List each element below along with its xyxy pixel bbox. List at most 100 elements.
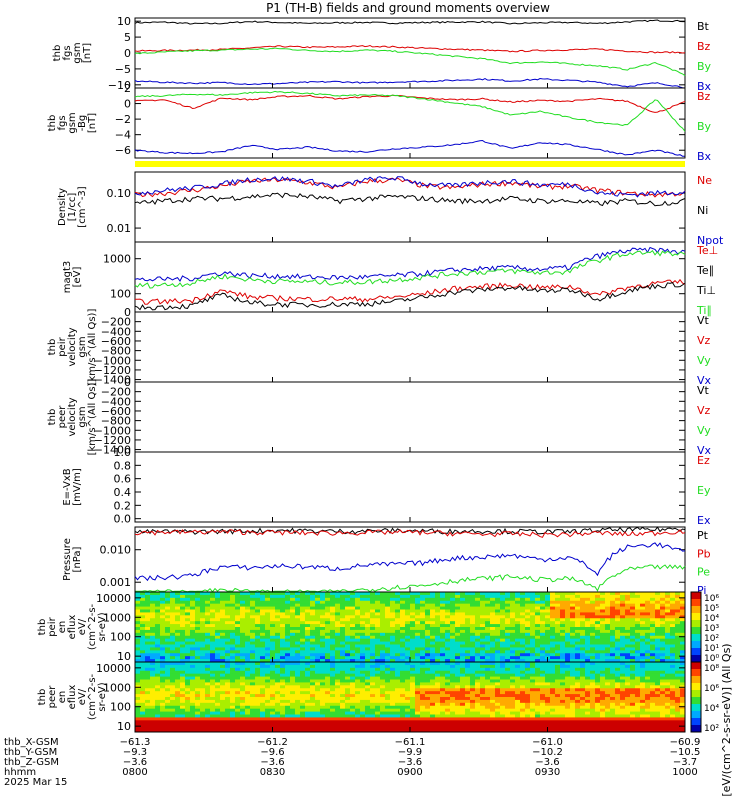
y-tick-label: 0.2 — [114, 499, 132, 512]
legend-fgs_gsm-Bz: Bz — [697, 40, 711, 53]
y-tick-label: 0.6 — [114, 473, 132, 486]
series-pressure-Pi — [135, 543, 685, 580]
y-tick-label: 10 — [117, 720, 131, 733]
panel-frame — [135, 312, 685, 382]
y-tick-label: 5 — [124, 31, 131, 44]
legend-fgs_gsm-By: By — [697, 60, 712, 73]
colorbar-tick-label: 10⁴ — [704, 704, 719, 714]
series-moments-Ti∥ — [135, 251, 685, 288]
chart-title: P1 (TH-B) fields and ground moments over… — [266, 1, 550, 15]
legend-density-Ni: Ni — [697, 204, 708, 217]
y-tick-label: 2 — [124, 82, 131, 95]
colorbar-tick-label: 10⁵ — [704, 604, 719, 614]
legend-pressure-Pt: Pt — [697, 529, 709, 542]
y-axis-label: [nT] — [87, 113, 98, 133]
y-tick-label: 0.010 — [100, 544, 132, 557]
series-fgs_gsm_zoom-Bz — [135, 95, 685, 112]
colorbar-tick-label: 10⁶ — [704, 684, 719, 694]
legend-peer_velocity-Vy: Vy — [697, 424, 711, 437]
y-axis-label: [km/s^(All Qs)] — [87, 379, 98, 456]
legend-moments-Ti⊥: Ti⊥ — [696, 284, 716, 297]
panel-frame — [135, 452, 685, 522]
y-tick-label: 10000 — [96, 662, 131, 675]
y-tick-label: −2 — [115, 113, 131, 126]
legend-pressure-Pb: Pb — [697, 547, 711, 560]
y-axis-label: [km/s^(All Qs)] — [87, 309, 98, 386]
y-tick-label: 0 — [124, 47, 131, 60]
legend-peer_velocity-Vt: Vt — [697, 384, 710, 397]
y-tick-label: 0.0 — [114, 513, 132, 526]
y-tick-label: 1000 — [103, 253, 131, 266]
panel-frame — [135, 382, 685, 452]
y-axis-label: [cm^-3] — [77, 186, 88, 227]
y-axis-label: sr-eV) — [97, 682, 108, 711]
legend-efield-Ey: Ey — [697, 484, 711, 497]
x-tick-label: 0800 — [122, 767, 147, 778]
legend-fgs_gsm_zoom-By: By — [697, 120, 712, 133]
x-tick-label: 0830 — [260, 767, 285, 778]
y-axis-label: [nPa] — [72, 546, 83, 572]
y-tick-label: 0.001 — [100, 576, 132, 589]
y-tick-label: −4 — [115, 129, 131, 142]
y-axis-label: [nT] — [82, 43, 93, 63]
legend-pressure-Pe: Pe — [697, 566, 710, 579]
y-tick-label: −5 — [115, 63, 131, 76]
y-tick-label: 100 — [110, 631, 131, 644]
legend-fgs_gsm-Bt: Bt — [697, 20, 710, 33]
colorbar-tick-label: 10¹ — [704, 644, 719, 654]
legend-peir_velocity-Vt: Vt — [697, 314, 710, 327]
y-tick-label: 100 — [110, 288, 131, 301]
legend-efield-Ex: Ex — [697, 514, 711, 527]
x-tick-label: 1000 — [672, 767, 697, 778]
legend-peir_velocity-Vz: Vz — [697, 334, 711, 347]
colorbar-tick-label: 10⁶ — [704, 594, 719, 604]
colorbar-tick-label: 10² — [704, 724, 719, 734]
legend-density-Ne: Ne — [697, 174, 712, 187]
y-axis-label: [mV/m] — [72, 468, 83, 506]
y-tick-label: 10 — [117, 15, 131, 28]
y-tick-label: 0.8 — [114, 459, 132, 472]
series-density-Npot — [135, 177, 685, 197]
legend-peir_velocity-Vy: Vy — [697, 354, 711, 367]
legend-fgs_gsm_zoom-Bz: Bz — [697, 90, 711, 103]
colorbar-tick-label: 10³ — [704, 624, 719, 634]
quality-flag-bar — [135, 161, 685, 167]
colorbar-tick-label: 10⁴ — [704, 614, 719, 624]
y-axis-label: [eV] — [72, 267, 83, 288]
x-tick-label: 0930 — [535, 767, 560, 778]
y-tick-label: −6 — [115, 144, 131, 157]
legend-efield-Ez: Ez — [697, 454, 710, 467]
colorbar-tick-label: 10⁸ — [704, 664, 719, 674]
y-tick-label: 0.4 — [114, 486, 132, 499]
series-density-Ni — [135, 193, 685, 206]
panel-frame — [135, 18, 685, 88]
y-tick-label: 100 — [110, 701, 131, 714]
legend-moments-Te∥: Te∥ — [696, 264, 714, 277]
date-label: 2025 Mar 15 — [4, 777, 67, 788]
x-tick-label: 0900 — [397, 767, 422, 778]
colorbar-tick-label: 10⁰ — [704, 654, 719, 664]
legend-moments-Te⊥: Te⊥ — [696, 244, 718, 257]
panel-frame — [135, 527, 685, 592]
colorbar-tick-label: 10² — [704, 634, 719, 644]
y-tick-label: 0.01 — [107, 222, 132, 235]
y-tick-label: 1.0 — [114, 446, 132, 459]
y-axis-label: sr-eV) — [97, 612, 108, 641]
series-fgs_gsm-By — [135, 48, 685, 76]
colorbar-title: [eV/(cm^2-s-sr-eV)] (All Qs) — [720, 643, 733, 796]
series-fgs_gsm-Bt — [135, 20, 685, 24]
colorbar-peer_spec: 10⁸ 10⁶ 10⁴ 10² — [691, 662, 719, 734]
y-tick-label: 0.10 — [107, 187, 132, 200]
y-tick-label: 10000 — [96, 592, 131, 605]
